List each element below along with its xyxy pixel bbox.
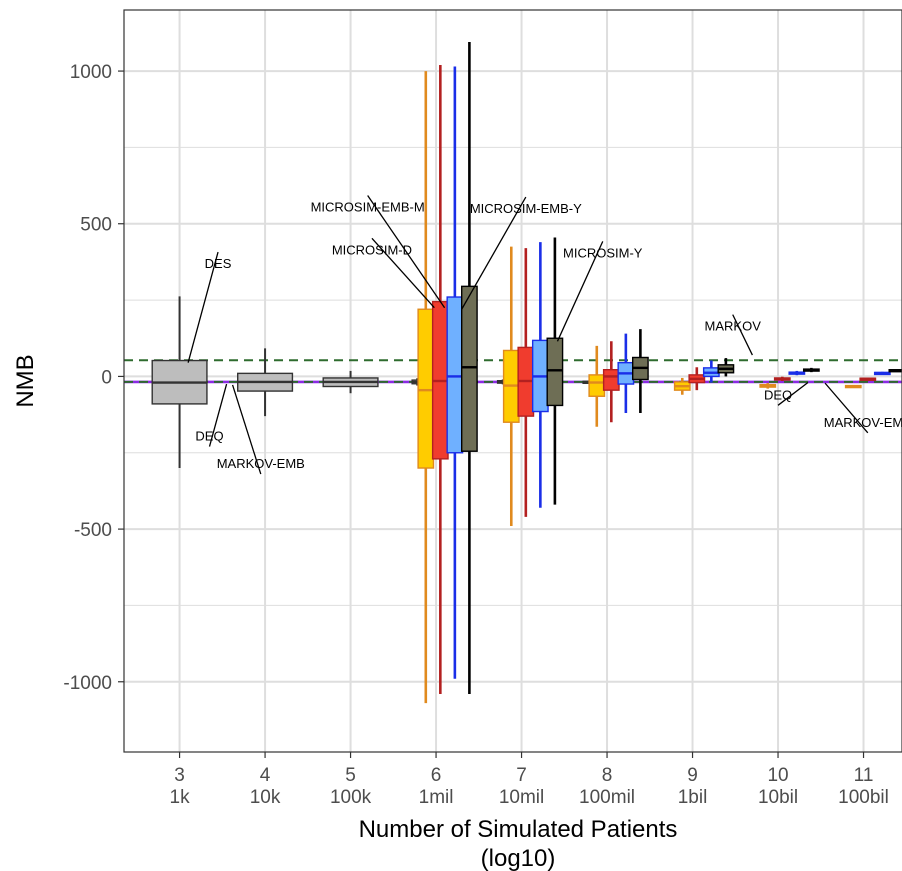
- annotation-label: MARKOV-EMB: [217, 456, 305, 471]
- annotation: DES: [187, 251, 232, 363]
- box-body: [417, 308, 435, 469]
- box-microsim-d: [844, 384, 862, 389]
- x-axis-title-unit: (log10): [481, 845, 556, 871]
- x-tick-sublabel: 100mil: [579, 787, 635, 808]
- x-tick-label: 9: [687, 765, 698, 786]
- box-microsim-y: [631, 329, 649, 414]
- annotation: MICROSIM-D: [332, 237, 435, 309]
- box-microsim-emb-m: [517, 248, 535, 517]
- annotation-leader: [824, 382, 869, 434]
- box-microsim-emb-y: [446, 66, 464, 679]
- y-tick-label: -1000: [63, 673, 112, 694]
- x-tick-label: 6: [431, 765, 442, 786]
- x-tick-sublabel: 10bil: [758, 787, 798, 808]
- box-body: [602, 369, 620, 391]
- annotation-label: DEQ: [764, 387, 792, 402]
- x-tick-sublabel: 10k: [250, 787, 281, 808]
- annotation-leader: [367, 195, 446, 309]
- annotation: MICROSIM-Y: [556, 241, 643, 342]
- box-des: [237, 348, 294, 417]
- x-tick-label: 4: [260, 765, 271, 786]
- x-tick-sublabel: 1bil: [678, 787, 708, 808]
- annotation: MARKOV-EMB: [217, 384, 305, 475]
- annotation: MARKOV-EMB: [824, 382, 902, 434]
- box-body: [546, 337, 564, 407]
- box-microsim-d: [588, 345, 606, 427]
- annotation-label: MARKOV: [705, 319, 762, 334]
- box-microsim-emb-y: [788, 370, 806, 376]
- box-body: [588, 374, 606, 397]
- box-microsim-emb-m: [688, 367, 706, 391]
- x-tick-label: 8: [602, 765, 613, 786]
- annotation-leader: [461, 196, 527, 310]
- y-tick-label: 0: [101, 367, 112, 388]
- annotation-leader: [371, 237, 435, 309]
- box-des: [151, 296, 208, 469]
- x-tick-label: 7: [516, 765, 527, 786]
- x-tick-label: 3: [174, 765, 185, 786]
- box-microsim-d: [502, 246, 520, 527]
- annotation-label: DEQ: [195, 429, 223, 444]
- box-microsim-emb-m: [602, 341, 620, 423]
- box-microsim-emb-y: [702, 360, 720, 383]
- x-axis-title: Number of Simulated Patients: [359, 816, 678, 843]
- x-tick-sublabel: 10mil: [499, 787, 544, 808]
- x-tick-sublabel: 100bil: [838, 787, 889, 808]
- y-tick-label: 1000: [70, 62, 112, 83]
- box-layer: [151, 42, 902, 704]
- x-tick-label: 11: [854, 765, 874, 786]
- box-microsim-emb-m: [773, 376, 791, 381]
- box-des: [322, 370, 379, 394]
- x-tick-label: 10: [767, 765, 788, 786]
- box-microsim-y: [888, 369, 902, 373]
- box-microsim-emb-y: [873, 371, 891, 376]
- box-microsim-emb-m: [859, 377, 877, 381]
- annotation-leader: [208, 383, 228, 447]
- box-microsim-y: [461, 42, 478, 694]
- annotation-leader: [732, 314, 753, 356]
- box-microsim-emb-y: [617, 333, 635, 414]
- annotation-label: MICROSIM-EMB-M: [311, 200, 425, 215]
- annotation-label: MICROSIM-Y: [563, 245, 643, 260]
- annotation-layer: DES DEQ MARKOV-EMB MICROSIM-EMB-M MICROSIM-D…: [187, 195, 902, 475]
- box-body: [461, 285, 478, 452]
- annotation-leader: [231, 384, 262, 475]
- panel-border: [123, 9, 902, 753]
- y-tick-label: -500: [74, 520, 112, 541]
- box-microsim-d: [759, 383, 777, 389]
- x-tick-sublabel: 1mil: [419, 787, 454, 808]
- annotation-leader: [556, 241, 604, 342]
- annotation-leader: [187, 251, 219, 363]
- box-body: [446, 296, 464, 454]
- annotation: MARKOV: [705, 314, 762, 356]
- box-microsim-y: [717, 358, 735, 377]
- x-tick-sublabel: 1k: [170, 787, 191, 808]
- annotation-label: MICROSIM-D: [332, 242, 412, 257]
- box-microsim-emb-m: [431, 64, 449, 694]
- annotation-label: DES: [205, 256, 232, 271]
- box-microsim-d: [673, 377, 691, 395]
- box-microsim-y: [546, 237, 564, 505]
- box-microsim-y: [802, 367, 820, 373]
- y-axis-title: NMB: [12, 354, 39, 407]
- annotation: MICROSIM-EMB-M: [311, 195, 446, 309]
- annotation: MICROSIM-EMB-Y: [461, 196, 582, 310]
- box-microsim-d: [417, 71, 435, 704]
- x-tick-sublabel: 100k: [330, 787, 372, 808]
- annotation: DEQ: [195, 383, 228, 447]
- annotation-leader: [777, 382, 809, 406]
- annotation-label: MICROSIM-EMB-Y: [470, 201, 582, 216]
- annotation: DEQ: [764, 382, 809, 406]
- box-microsim-emb-y: [531, 242, 549, 508]
- x-tick-label: 5: [345, 765, 356, 786]
- annotation-label: MARKOV-EMB: [824, 415, 902, 430]
- y-tick-label: 500: [80, 215, 112, 236]
